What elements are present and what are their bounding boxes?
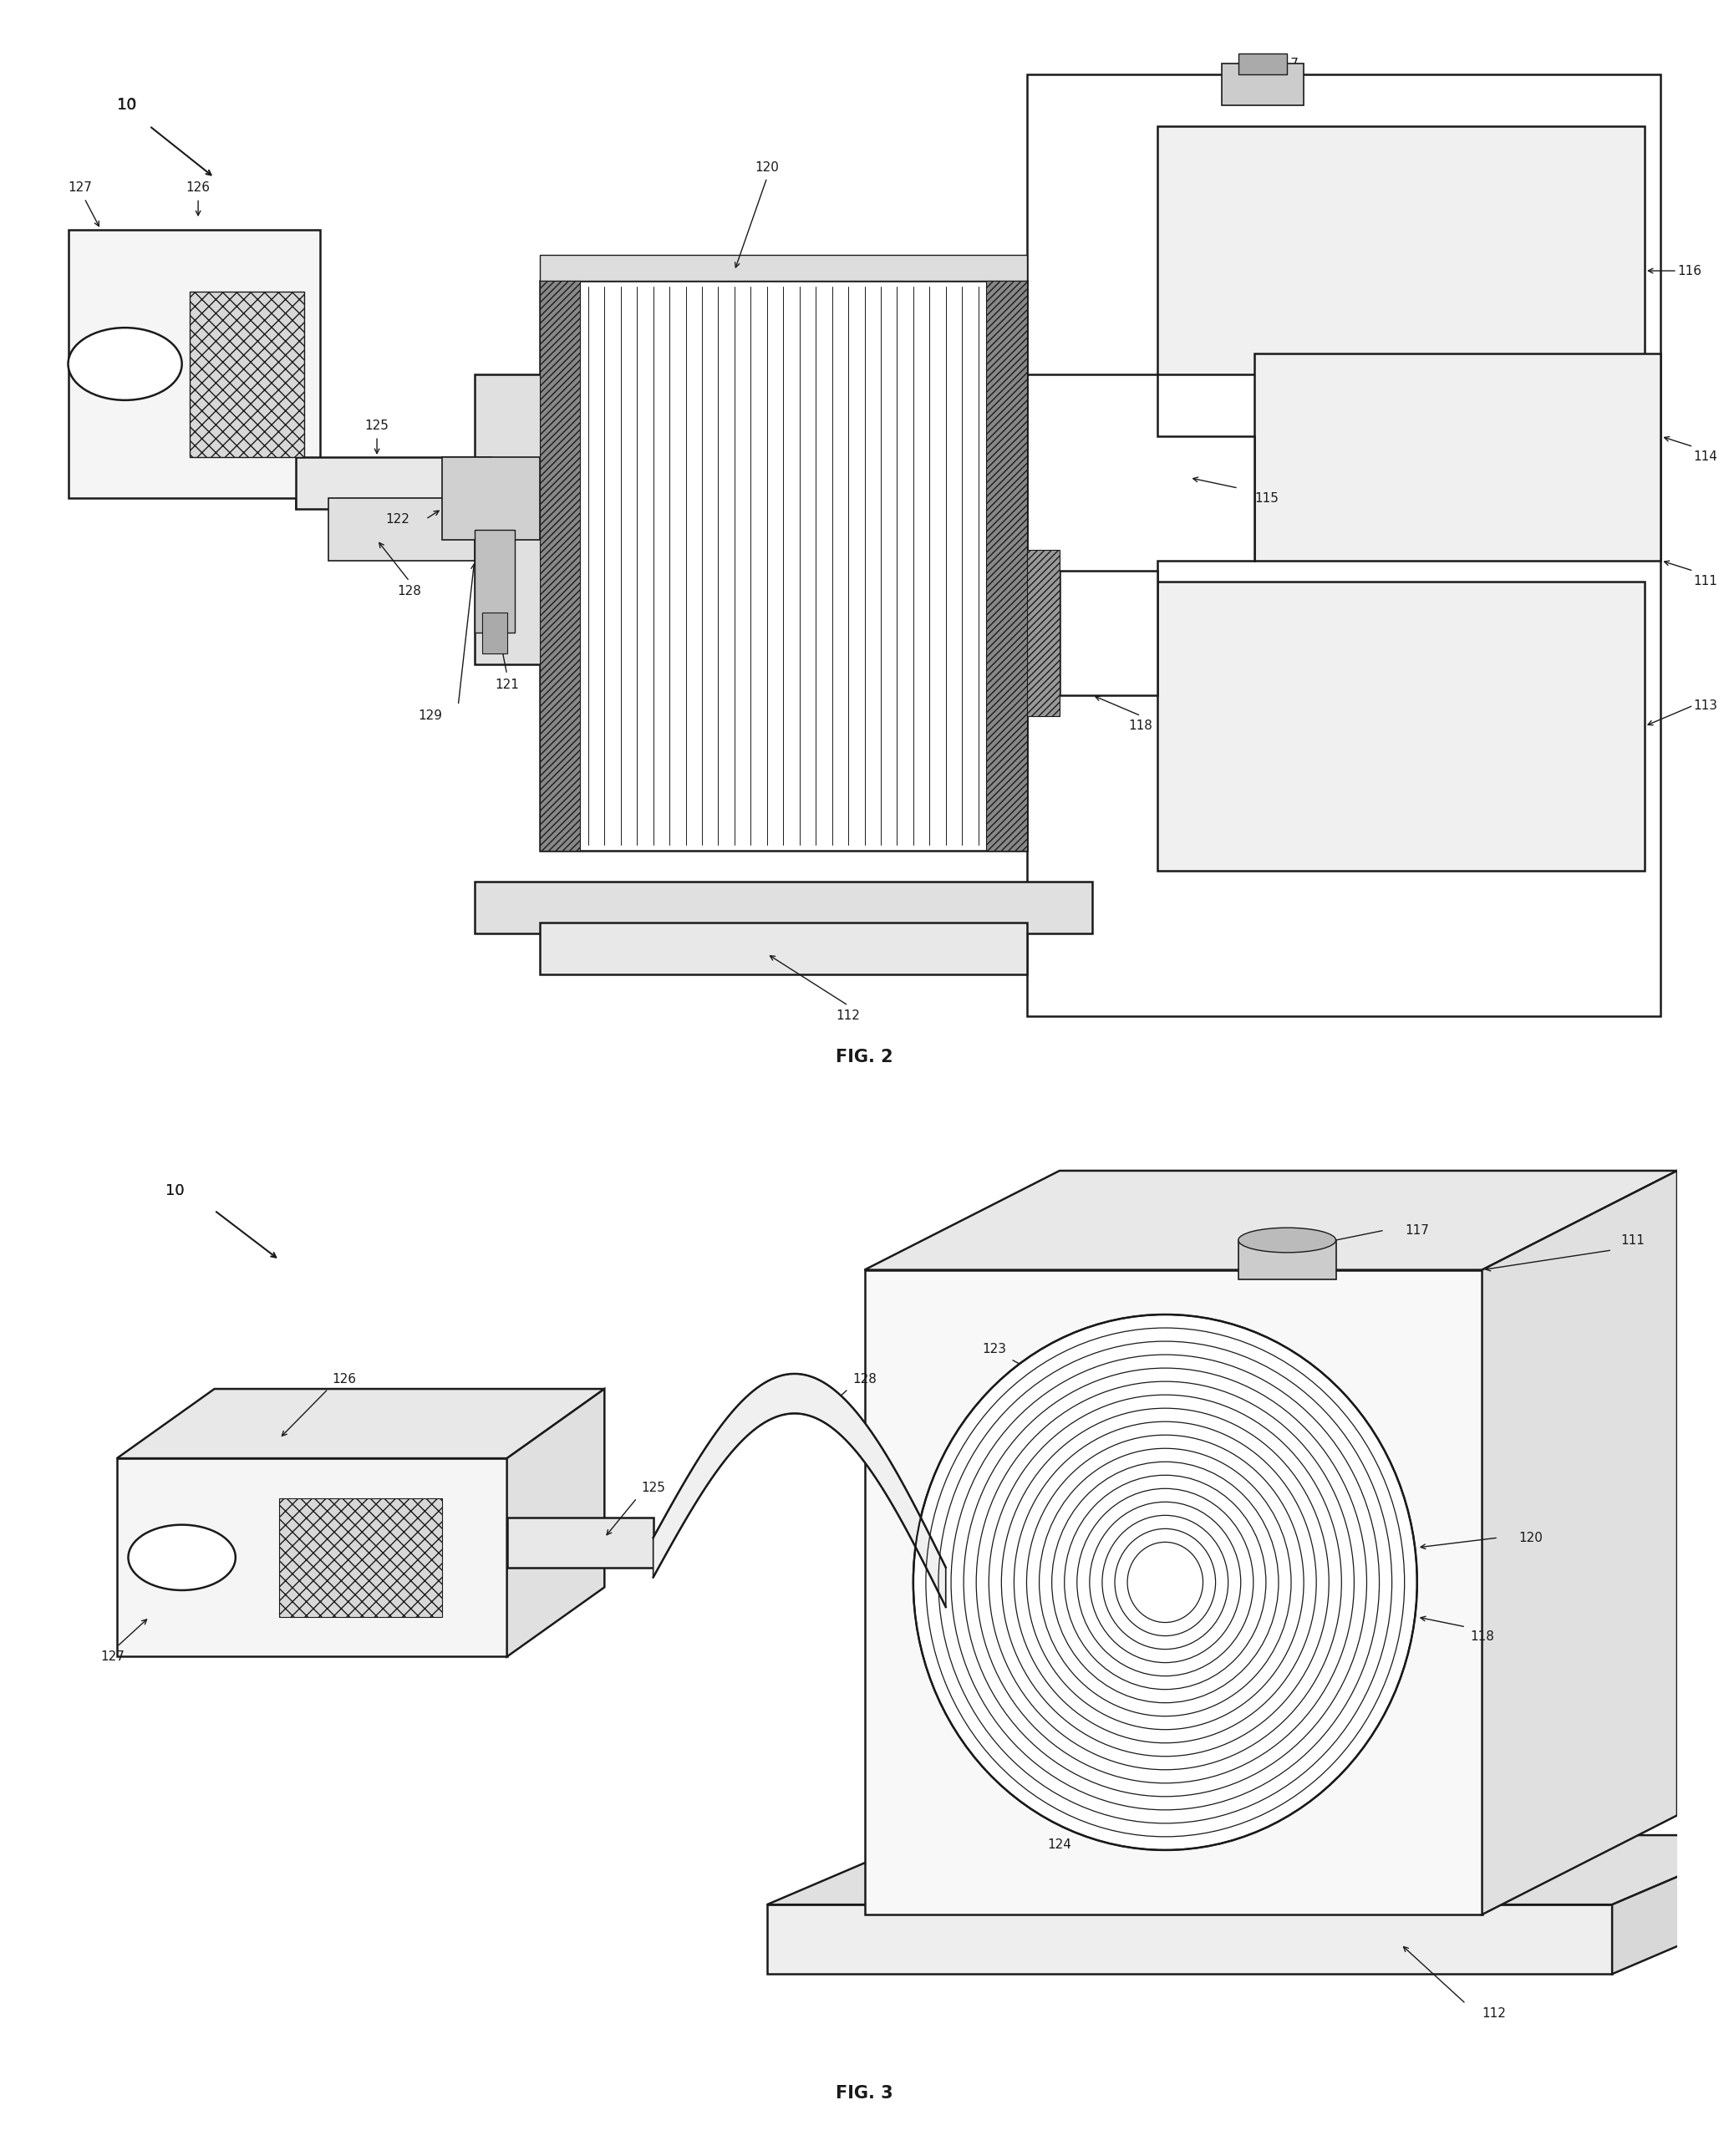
Text: FIG. 3: FIG. 3 <box>835 2085 894 2102</box>
Bar <box>67 229 320 498</box>
Bar <box>1238 1240 1337 1281</box>
Text: 128: 128 <box>852 1373 877 1386</box>
Polygon shape <box>864 1171 1677 1270</box>
Text: 125: 125 <box>365 420 389 433</box>
Text: 127: 127 <box>100 1649 124 1662</box>
Polygon shape <box>1611 1835 1729 1975</box>
Polygon shape <box>507 1518 654 1567</box>
Text: 120: 120 <box>1518 1531 1542 1544</box>
Text: 121: 121 <box>494 679 519 692</box>
Bar <box>539 280 581 849</box>
Text: 111: 111 <box>1693 576 1717 589</box>
Bar <box>474 530 515 634</box>
Bar <box>329 498 474 561</box>
Bar <box>474 375 572 664</box>
Polygon shape <box>654 1373 946 1606</box>
Text: 129: 129 <box>418 709 443 722</box>
Bar <box>768 1904 1611 1975</box>
Polygon shape <box>1482 1171 1677 1915</box>
Text: 125: 125 <box>641 1481 666 1494</box>
Text: 10: 10 <box>166 1184 185 1199</box>
Bar <box>474 882 1093 934</box>
Polygon shape <box>118 1388 605 1457</box>
Text: 128: 128 <box>398 584 422 597</box>
Text: 111: 111 <box>1620 1233 1644 1246</box>
Text: 112: 112 <box>1482 2007 1506 2020</box>
Bar <box>443 457 539 539</box>
Bar <box>1157 125 1644 375</box>
Polygon shape <box>768 1835 1729 1904</box>
Text: 10: 10 <box>118 97 138 112</box>
Bar <box>1222 65 1304 106</box>
Text: 10: 10 <box>118 97 137 112</box>
Bar <box>280 1498 443 1617</box>
Bar <box>539 254 1027 280</box>
Bar <box>482 612 507 653</box>
Bar <box>994 550 1060 716</box>
Ellipse shape <box>1238 1227 1337 1253</box>
Polygon shape <box>1027 375 1255 582</box>
Text: 118: 118 <box>1129 720 1153 733</box>
Bar <box>296 457 491 509</box>
Polygon shape <box>507 1388 605 1656</box>
Bar <box>118 1457 507 1656</box>
Text: 112: 112 <box>837 1009 861 1022</box>
Bar <box>1060 571 1157 694</box>
Bar <box>1157 582 1644 871</box>
Bar <box>539 923 1027 975</box>
Bar <box>1027 73 1662 1015</box>
Text: 117: 117 <box>1274 58 1298 71</box>
Text: 126: 126 <box>187 181 211 194</box>
Bar <box>864 1270 1482 1915</box>
Text: 122: 122 <box>386 513 410 526</box>
Bar <box>986 280 1027 849</box>
Text: 127: 127 <box>67 181 92 194</box>
Circle shape <box>128 1524 235 1591</box>
Text: 123: 123 <box>982 1343 1006 1356</box>
Bar <box>1255 354 1662 561</box>
Bar <box>1238 54 1286 73</box>
Text: FIG. 2: FIG. 2 <box>835 1050 894 1065</box>
Text: 10: 10 <box>166 1184 185 1199</box>
Text: 117: 117 <box>1406 1225 1430 1238</box>
Ellipse shape <box>913 1315 1418 1850</box>
Text: 113: 113 <box>1693 699 1717 711</box>
Bar <box>539 280 1027 849</box>
Text: 116: 116 <box>1677 265 1701 278</box>
Circle shape <box>67 328 182 401</box>
Text: 118: 118 <box>1470 1630 1494 1643</box>
Text: 115: 115 <box>1255 492 1279 505</box>
Bar <box>190 291 304 457</box>
Text: 114: 114 <box>1693 451 1717 464</box>
Text: 126: 126 <box>332 1373 356 1386</box>
Text: 124: 124 <box>1048 1839 1072 1852</box>
Text: 120: 120 <box>756 162 780 175</box>
